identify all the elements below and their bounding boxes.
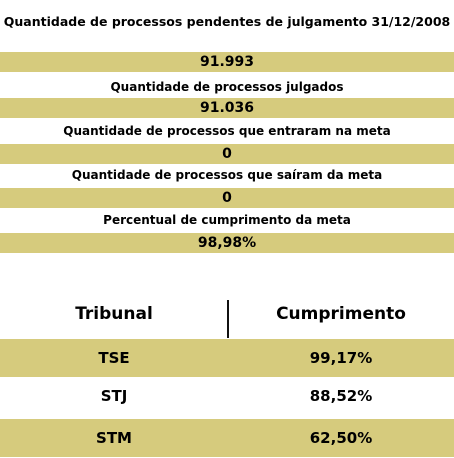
left-label: Quantidade de processos que saíram da me…: [71, 168, 383, 182]
percent-label: Percentual de cumprimento da meta: [103, 213, 351, 227]
left-value: 0: [0, 188, 454, 208]
cell-cumprimento: 99,17%: [309, 349, 373, 367]
summary-title: Quantidade de processos pendentes de jul…: [3, 14, 451, 29]
entered-value: 0: [0, 144, 454, 164]
cell-cumprimento: 62,50%: [309, 429, 373, 447]
column-divider: [227, 300, 229, 338]
percent-value: 98,98%: [0, 233, 454, 253]
cell-tribunal: TSE: [98, 349, 130, 367]
cell-tribunal: STM: [96, 429, 132, 447]
cell-tribunal: STJ: [100, 387, 128, 405]
table-row: STM 62,50%: [0, 419, 454, 457]
table-row: TSE 99,17%: [0, 339, 454, 377]
header-tribunal: Tribunal: [75, 304, 153, 324]
table-row: STJ 88,52%: [0, 377, 454, 415]
judged-label: Quantidade de processos julgados: [110, 80, 344, 94]
header-cumprimento: Cumprimento: [276, 304, 406, 324]
judged-value: 91.036: [0, 98, 454, 118]
entered-label: Quantidade de processos que entraram na …: [63, 124, 391, 138]
cell-cumprimento: 88,52%: [309, 387, 373, 405]
pending-value: 91.993: [0, 52, 454, 72]
table-header: Tribunal Cumprimento: [0, 296, 454, 332]
